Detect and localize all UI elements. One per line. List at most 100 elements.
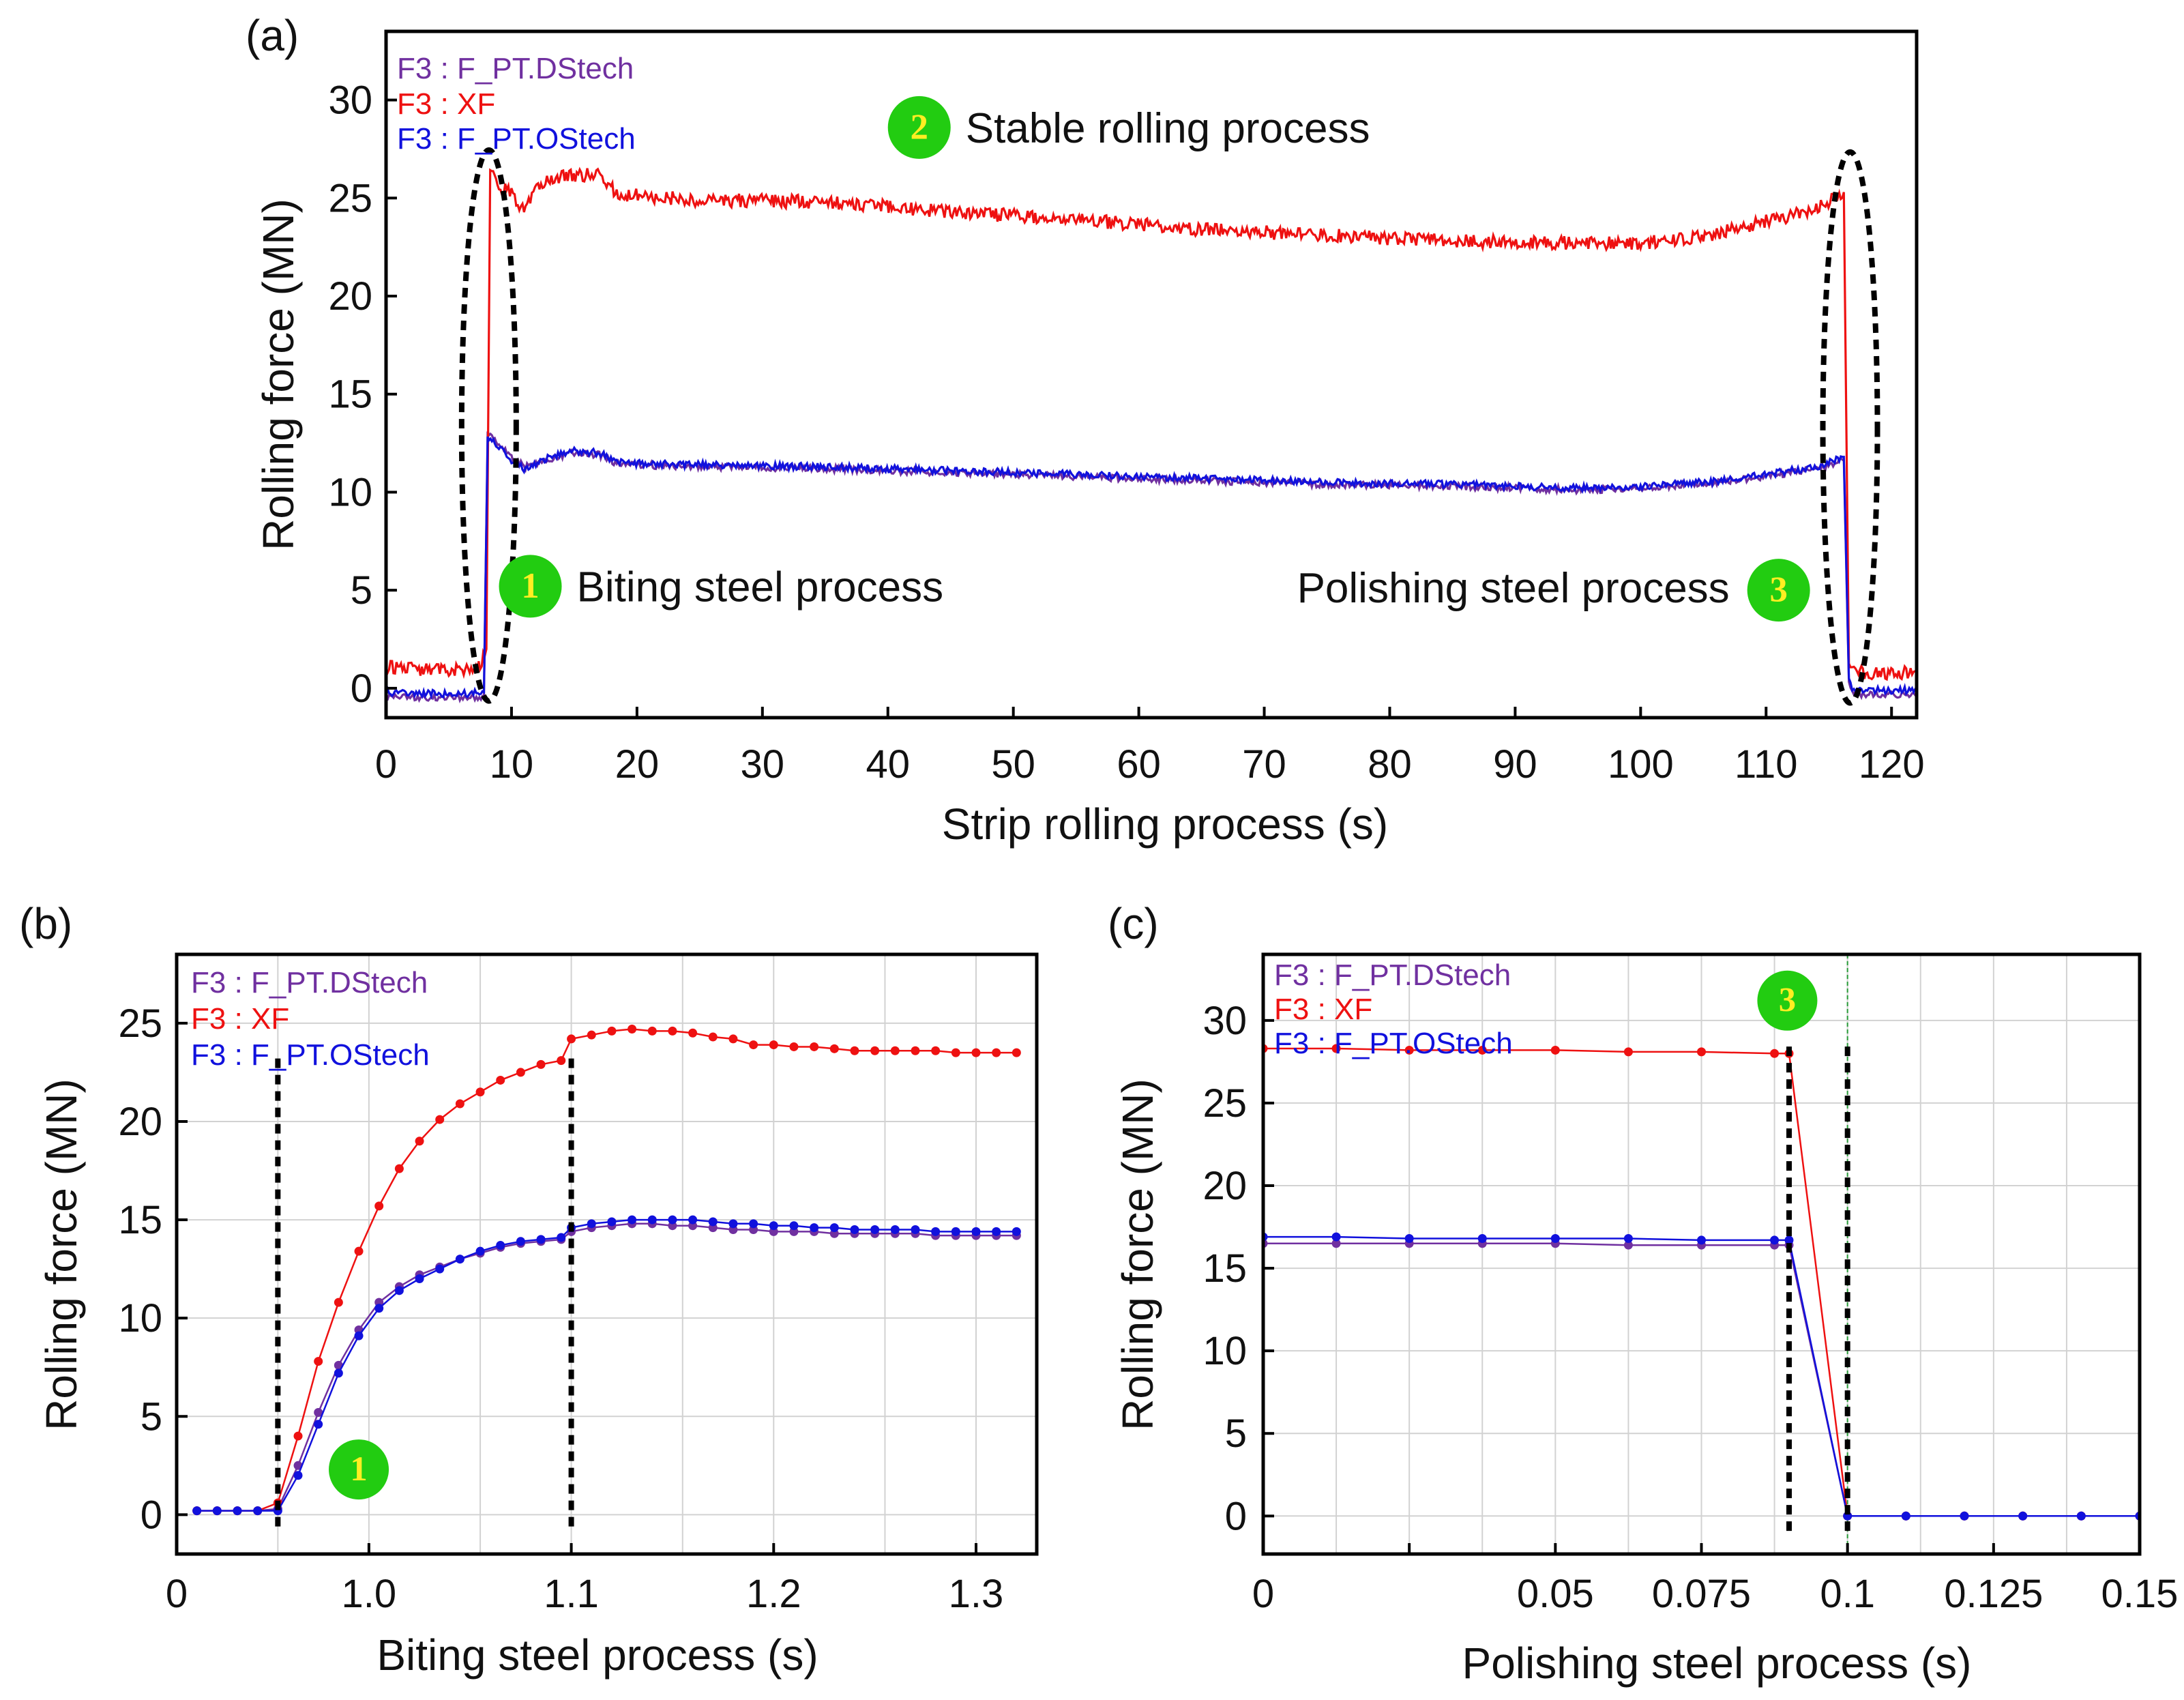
y-tick-label: 25: [328, 176, 372, 220]
x-axis-label: Polishing steel process (s): [1462, 1639, 1972, 1688]
data-point: [1404, 1045, 1414, 1055]
data-point: [769, 1040, 778, 1050]
data-point: [1623, 1240, 1633, 1250]
data-point: [475, 1087, 485, 1097]
x-tick-label: 70: [1242, 742, 1286, 787]
x-tick-label: 0.05: [1517, 1572, 1594, 1616]
data-point: [567, 1034, 576, 1044]
data-point: [911, 1225, 920, 1234]
x-tick-label: 100: [1608, 742, 1674, 787]
series-line-F3 : F_PT.DStech: [386, 430, 1917, 704]
data-point: [1623, 1047, 1633, 1057]
data-point: [647, 1215, 657, 1225]
badge-1-label: 1: [521, 566, 539, 606]
data-point: [455, 1255, 464, 1264]
plot-area-b: [192, 1025, 1021, 1516]
data-point: [253, 1506, 263, 1516]
data-point: [1012, 1227, 1021, 1236]
x-tick-label: 0.1: [1820, 1572, 1875, 1616]
data-point: [1331, 1044, 1341, 1053]
x-tick-label: 0: [166, 1572, 188, 1616]
panel-b: 0 1.0 1.1 1.2 1.3 0 5 10 15 20 25 Biting steel proc…: [19, 899, 1039, 1680]
data-point: [1331, 1239, 1341, 1248]
badge-1-label: 1: [350, 1450, 367, 1488]
legend-entry: F3 : XF: [191, 1002, 289, 1036]
data-point: [314, 1407, 323, 1417]
data-point: [1697, 1047, 1706, 1057]
data-point: [850, 1046, 859, 1055]
x-tick-label: 0.125: [1944, 1572, 2043, 1616]
data-point: [314, 1357, 323, 1366]
data-point: [516, 1068, 525, 1077]
data-point: [354, 1246, 364, 1256]
data-point: [749, 1219, 758, 1229]
data-point: [1770, 1235, 1780, 1245]
data-point: [708, 1217, 718, 1227]
data-point: [1770, 1049, 1780, 1058]
data-point: [293, 1471, 303, 1480]
data-point: [415, 1274, 424, 1284]
x-tick-label: 0.075: [1652, 1572, 1751, 1616]
data-point: [647, 1026, 657, 1036]
data-point: [1960, 1511, 1969, 1521]
data-point: [516, 1237, 525, 1246]
data-point: [628, 1025, 637, 1034]
annotation-text: Stable rolling process: [966, 105, 1370, 152]
data-point: [728, 1034, 738, 1044]
y-tick-label: 15: [1202, 1246, 1247, 1291]
x-tick-label: 0: [375, 742, 397, 787]
panel-label: (a): [246, 11, 299, 60]
panel-label: (b): [19, 899, 72, 948]
data-point: [192, 1506, 202, 1516]
y-tick-label: 10: [118, 1296, 162, 1340]
badge-3-label: 3: [1769, 570, 1787, 610]
x-tick-label: 30: [741, 742, 785, 787]
data-point: [870, 1046, 880, 1055]
data-point: [435, 1264, 445, 1274]
data-point: [394, 1286, 404, 1295]
data-point: [536, 1235, 546, 1244]
y-tick-label: 30: [328, 78, 372, 123]
y-tick-label: 0: [1225, 1494, 1247, 1538]
x-tick-label: 80: [1368, 742, 1412, 787]
series-line-F3 : XF: [196, 1028, 1017, 1512]
annotation-text: Biting steel process: [577, 563, 944, 611]
x-tick-label: 0.15: [2101, 1572, 2179, 1616]
data-point: [1477, 1233, 1487, 1243]
data-point: [2018, 1511, 2028, 1521]
x-axis-label: Strip rolling process (s): [942, 800, 1388, 849]
badge-1-circle: [329, 1439, 389, 1500]
data-point: [334, 1298, 343, 1307]
x-tick-label: 1.3: [949, 1572, 1004, 1616]
data-point: [496, 1241, 505, 1250]
data-point: [475, 1246, 485, 1256]
badge-3-circle: [1757, 970, 1818, 1031]
data-point: [931, 1227, 941, 1236]
data-point: [1550, 1233, 1560, 1243]
x-tick-label: 1.0: [342, 1572, 397, 1616]
badge-2-label: 2: [910, 107, 928, 147]
data-point: [890, 1225, 900, 1234]
axes-frame-a: [384, 29, 1919, 720]
x-tick-label: 110: [1735, 742, 1797, 787]
data-point: [749, 1040, 758, 1050]
data-point: [890, 1046, 900, 1055]
badge-3-circle: [1747, 559, 1810, 622]
data-point: [496, 1075, 505, 1085]
data-point: [1331, 1232, 1341, 1242]
annotation-text: Polishing steel process: [1297, 565, 1730, 612]
y-tick-label: 10: [1202, 1329, 1247, 1373]
y-tick-label: 15: [328, 372, 372, 417]
y-axis-label: Rolling force (MN): [254, 199, 303, 551]
data-point: [415, 1137, 424, 1146]
legend-entry: F3 : F_PT.DStech: [1274, 958, 1511, 992]
data-point: [728, 1219, 738, 1229]
legend-entry: F3 : XF: [397, 87, 495, 121]
panel-label: (c): [1108, 899, 1159, 948]
x-tick-label: 1.1: [544, 1572, 599, 1616]
x-tick-label: 0: [1252, 1572, 1274, 1616]
data-point: [1697, 1235, 1706, 1245]
data-point: [557, 1056, 566, 1066]
legend-entry: F3 : F_PT.OStech: [191, 1038, 430, 1072]
data-point: [810, 1223, 819, 1233]
